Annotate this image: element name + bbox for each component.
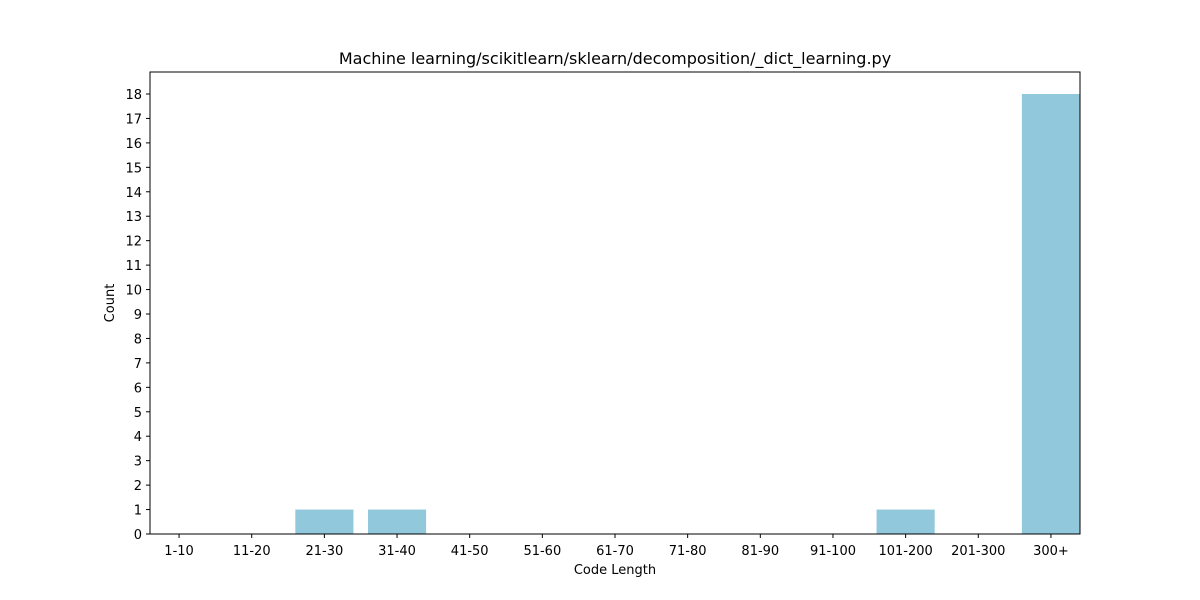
y-tick-label: 12 — [125, 235, 142, 250]
x-tick-label: 71-80 — [669, 544, 707, 559]
y-tick-label: 9 — [134, 308, 142, 323]
x-tick-label: 21-30 — [305, 544, 343, 559]
y-tick-label: 2 — [134, 479, 142, 494]
y-tick-label: 11 — [125, 259, 142, 274]
y-tick-label: 18 — [125, 88, 142, 103]
y-axis-title: Count — [103, 284, 118, 323]
y-tick-label: 7 — [134, 357, 142, 372]
x-tick-label: 41-50 — [451, 544, 489, 559]
x-tick-label: 101-200 — [878, 544, 932, 559]
bar-31-40 — [367, 509, 427, 534]
x-tick-label: 1-10 — [164, 544, 194, 559]
chart-title: Machine learning/scikitlearn/sklearn/dec… — [339, 49, 891, 69]
y-tick-label: 15 — [125, 161, 142, 176]
y-tick-label: 5 — [134, 406, 142, 421]
x-tick-label: 11-20 — [233, 544, 271, 559]
y-tick-label: 14 — [125, 186, 142, 201]
y-tick-label: 0 — [134, 528, 142, 543]
y-tick-label: 13 — [125, 210, 142, 225]
x-axis-title: Code Length — [574, 563, 656, 578]
x-tick-label: 201-300 — [951, 544, 1005, 559]
bar-101-200 — [876, 509, 935, 534]
ticks-layer: 1-10 11-20 21-30 31-40 41-50 51-60 61-70 71-80 8… — [125, 88, 1068, 559]
y-tick-label: 1 — [134, 504, 142, 519]
plot-frame — [149, 71, 1081, 535]
y-tick-label: 4 — [134, 430, 142, 445]
x-tick-label: 61-70 — [596, 544, 634, 559]
y-tick-label: 6 — [134, 381, 142, 396]
x-tick-label: 51-60 — [523, 544, 561, 559]
bars-layer — [295, 94, 1080, 534]
x-tick-label: 81-90 — [741, 544, 779, 559]
x-tick-label: 31-40 — [378, 544, 416, 559]
y-tick-label: 3 — [134, 455, 142, 470]
bar-21-30 — [295, 509, 354, 534]
x-tick-label: 91-100 — [810, 544, 856, 559]
x-tick-label: 300+ — [1033, 544, 1069, 559]
y-tick-label: 10 — [125, 284, 142, 299]
y-tick-label: 17 — [125, 112, 142, 127]
bar-300+ — [1021, 94, 1080, 534]
y-tick-label: 16 — [125, 137, 142, 152]
y-tick-label: 8 — [134, 332, 142, 347]
